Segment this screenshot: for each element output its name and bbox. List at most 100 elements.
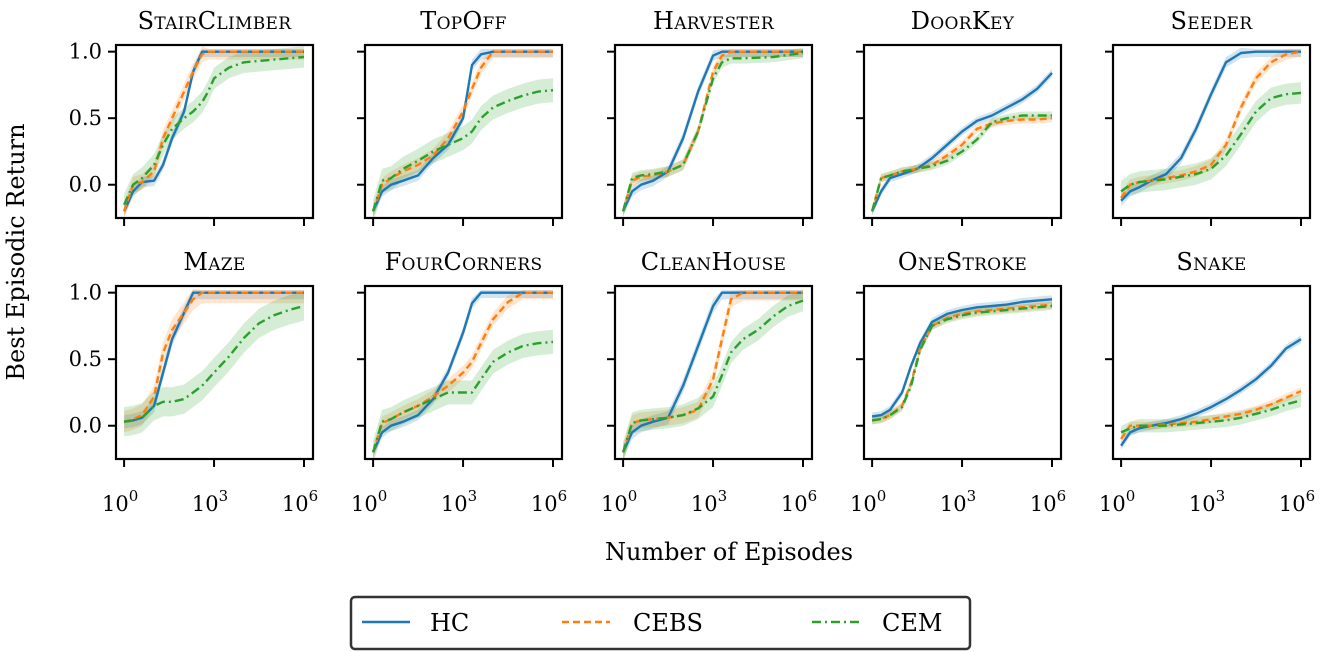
x-tick-base: 10 <box>601 492 628 516</box>
line-cem <box>123 55 305 206</box>
x-tick-label: 100 <box>351 487 387 516</box>
line-cem <box>870 114 1052 212</box>
x-tick-exponent: 3 <box>1216 487 1226 505</box>
x-tick-base: 10 <box>102 492 129 516</box>
x-tick-base: 10 <box>441 492 468 516</box>
panel-title: Seeder <box>1171 7 1254 35</box>
x-tick-label: 100 <box>850 487 886 516</box>
panel-title: TopOff <box>420 7 506 35</box>
plot-area <box>123 288 305 437</box>
band-cem <box>1121 82 1301 202</box>
legend: HC CEBS CEM <box>349 595 972 651</box>
legend-label-hc: HC <box>430 609 469 637</box>
x-tick-base: 10 <box>691 492 718 516</box>
band-cebs <box>623 49 803 217</box>
line-cebs <box>123 291 304 423</box>
band-hc <box>1121 47 1301 207</box>
band-cebs <box>373 290 553 459</box>
plot-area <box>621 290 804 459</box>
legend-label-cem: CEM <box>882 609 942 637</box>
band-cebs <box>872 300 1052 425</box>
y-tick-label: 1.0 <box>69 281 102 305</box>
x-tick-exponent: 3 <box>967 487 977 505</box>
x-tick-exponent: 0 <box>877 487 887 505</box>
x-tick-exponent: 6 <box>1306 487 1316 505</box>
x-tick-label: 100 <box>1099 487 1135 516</box>
line-cebs <box>122 50 304 212</box>
legend-label-cebs: CEBS <box>633 609 703 637</box>
x-tick-label: 103 <box>1189 487 1225 516</box>
panel-title: CleanHouse <box>641 248 786 276</box>
band-cem <box>1121 393 1301 439</box>
plot-area <box>371 49 554 218</box>
line-cebs <box>371 50 553 212</box>
panel-title: StairClimber <box>138 7 293 35</box>
line-cem <box>1120 91 1302 193</box>
x-tick-label: 103 <box>940 487 976 516</box>
plot-area <box>621 47 804 217</box>
band-hc <box>872 69 1052 216</box>
y-tick-label: 1.0 <box>69 40 102 64</box>
x-axis-label: Number of Episodes <box>605 538 853 566</box>
plot-area <box>371 290 554 459</box>
line-cem <box>123 304 305 423</box>
panel-door-key: DoorKey <box>856 7 1063 226</box>
panel-title: Snake <box>1176 248 1246 276</box>
line-hc <box>1120 338 1302 447</box>
x-tick-label: 103 <box>691 487 727 516</box>
band-cem <box>872 302 1052 425</box>
panel-title: FourCorners <box>385 248 543 276</box>
line-hc <box>871 72 1053 212</box>
x-tick-base: 10 <box>781 492 808 516</box>
panel-title: Harvester <box>653 7 775 35</box>
x-tick-base: 10 <box>282 492 309 516</box>
line-cem <box>371 89 554 212</box>
band-hc <box>124 290 304 429</box>
line-cem <box>1120 399 1302 434</box>
band-hc <box>623 49 803 217</box>
x-tick-label: 106 <box>1279 487 1315 516</box>
x-tick-exponent: 0 <box>129 487 139 505</box>
x-tick-label: 106 <box>531 487 567 516</box>
panel-title: Maze <box>183 248 245 276</box>
panel-harvester: Harvester <box>607 7 814 226</box>
x-tick-exponent: 3 <box>219 487 229 505</box>
line-hc <box>871 298 1053 418</box>
x-tick-exponent: 6 <box>558 487 568 505</box>
x-tick-exponent: 6 <box>1057 487 1067 505</box>
x-tick-exponent: 0 <box>1126 487 1136 505</box>
line-cem <box>621 299 804 453</box>
band-cem <box>623 47 803 217</box>
x-tick-exponent: 0 <box>628 487 638 505</box>
y-tick-label: 0.0 <box>69 173 102 197</box>
band-cem <box>124 291 304 437</box>
x-tick-exponent: 3 <box>468 487 478 505</box>
axes-frame <box>1111 284 1312 461</box>
panel-title: OneStroke <box>898 248 1027 276</box>
x-tick-base: 10 <box>1279 492 1306 516</box>
line-hc <box>372 291 553 453</box>
x-tick-label: 106 <box>282 487 318 516</box>
line-cem <box>621 51 804 212</box>
panel-stair-climber: StairClimber 0.0 0.5 1.0 <box>69 7 315 226</box>
line-cem <box>371 340 554 453</box>
panels-group: StairClimber 0.0 0.5 1.0 TopOff Harvester Door… <box>69 7 1316 516</box>
y-axis-label: Best Episodic Return <box>2 123 30 380</box>
x-tick-label: 106 <box>781 487 817 516</box>
line-cebs <box>621 291 803 453</box>
line-hc <box>1120 50 1301 202</box>
x-tick-base: 10 <box>531 492 558 516</box>
band-cem <box>373 78 553 218</box>
line-cem <box>871 304 1053 422</box>
band-cem <box>872 111 1052 216</box>
x-tick-base: 10 <box>1189 492 1216 516</box>
panel-seeder: Seeder <box>1105 7 1312 226</box>
band-cem <box>373 329 553 459</box>
x-tick-label: 103 <box>441 487 477 516</box>
x-tick-exponent: 6 <box>309 487 319 505</box>
